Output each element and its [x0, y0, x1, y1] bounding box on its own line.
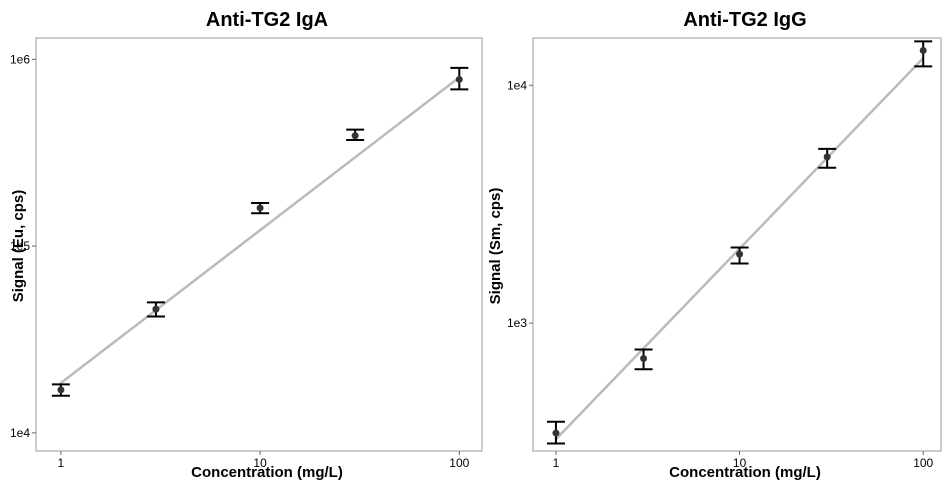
data-point	[640, 355, 648, 363]
y-axis-label: Signal (Eu, cps)	[10, 190, 27, 303]
fit-line	[59, 76, 461, 385]
x-tick-label: 10	[733, 456, 747, 470]
panel-anti-tg2-igg: Anti-TG2 IgG Concentration (mg/L) Signal…	[487, 9, 942, 481]
chart-title: Anti-TG2 IgG	[683, 9, 806, 31]
x-axis-label: Concentration (mg/L)	[669, 464, 821, 481]
chart-title: Anti-TG2 IgA	[206, 9, 328, 31]
data-point	[57, 386, 65, 394]
y-tick-label: 1e4	[10, 426, 30, 440]
data-point	[736, 250, 744, 258]
y-tick-label: 1e6	[10, 52, 30, 66]
x-tick-label: 100	[449, 456, 469, 470]
y-tick-label: 1e3	[507, 316, 527, 330]
x-tick-label: 10	[253, 456, 267, 470]
data-point	[351, 132, 359, 140]
plot-frame	[532, 37, 942, 452]
y-axis-label: Signal (Sm, cps)	[487, 188, 504, 305]
panel-anti-tg2-iga: Anti-TG2 IgA Concentration (mg/L) Signal…	[10, 9, 483, 481]
x-axis-label: Concentration (mg/L)	[191, 464, 343, 481]
x-tick-label: 1	[58, 456, 65, 470]
plot-frame	[35, 37, 483, 452]
data-point	[823, 153, 831, 161]
x-tick-label: 1	[553, 456, 560, 470]
data-point	[455, 75, 463, 83]
data-point	[919, 46, 927, 54]
data-point	[152, 305, 160, 313]
data-point	[256, 204, 264, 212]
y-tick-label: 1e5	[10, 239, 30, 253]
data-point	[552, 429, 560, 437]
x-tick-label: 100	[913, 456, 933, 470]
y-tick-label: 1e4	[507, 78, 527, 92]
